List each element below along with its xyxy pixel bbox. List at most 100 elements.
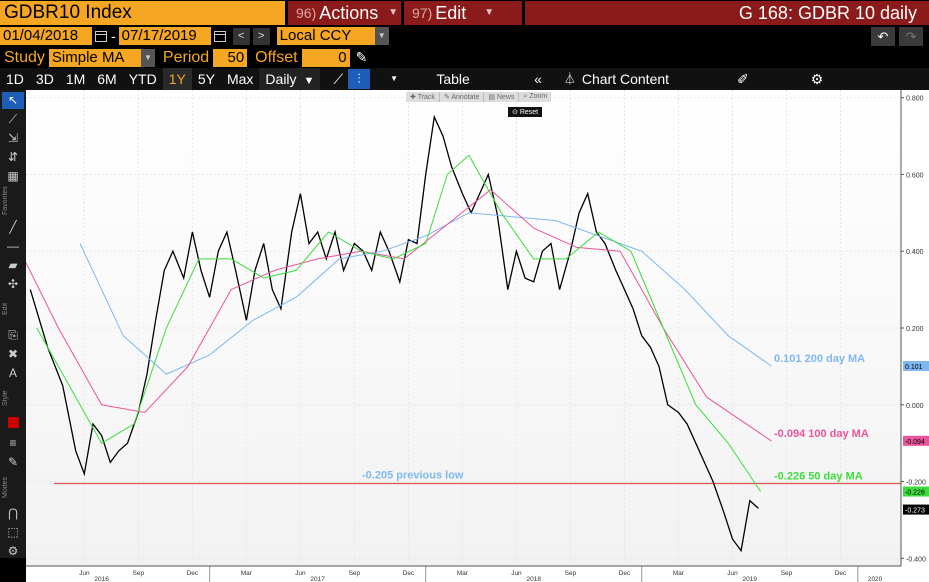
copy-icon[interactable]: ⎘	[8, 328, 18, 342]
ma50-price-tag: -0.226	[905, 490, 925, 497]
x-tick-label: Dec	[619, 570, 631, 577]
ma100-line	[25, 189, 772, 442]
news-icon: ▤	[488, 94, 497, 101]
annotate-button[interactable]: ✎ Annotate	[440, 92, 485, 102]
ma200-price-tag-box	[903, 361, 929, 372]
next-period-button[interactable]: >	[252, 27, 270, 45]
x-tick-label: Sep	[565, 570, 577, 577]
redo-icon[interactable]: ↷	[899, 26, 923, 46]
timeframe-1m[interactable]: 1M	[65, 71, 86, 87]
x-tick-label: Mar	[457, 570, 469, 577]
study-bar: Study Simple MA ▼ Period 50 Offset 0 ✎	[0, 47, 929, 68]
chart-buttons: ✚ Track ✎ Annotate ▤ News ⌕ Zoom	[406, 92, 552, 102]
actions-label: Actions	[319, 3, 379, 23]
ma50-line	[36, 154, 762, 492]
x-tick-label: Sep	[349, 570, 361, 577]
previous-low-annotation: -0.205 previous low	[362, 469, 464, 481]
year-label: 2019	[743, 576, 758, 582]
offset-input[interactable]: 0	[301, 48, 350, 67]
timeframe-6m[interactable]: 6M	[97, 71, 117, 87]
line-tool-icon[interactable]: ⟋	[8, 112, 18, 126]
ma200-price-tag: 0.101	[905, 364, 923, 371]
track-icon: ✚	[410, 94, 418, 101]
chevron-down-icon[interactable]: ▼	[374, 27, 389, 45]
favorites-label: Favorites	[2, 186, 9, 216]
previous-period-button[interactable]: <	[232, 27, 250, 45]
interval-select[interactable]: Daily ▼	[259, 68, 321, 90]
line-chart-icon[interactable]: ⟋	[333, 71, 344, 87]
pencil-icon[interactable]: ✎	[355, 49, 368, 65]
channel-tool-icon[interactable]: ⇵	[7, 150, 19, 164]
edit-side-label: Edit	[2, 302, 9, 316]
x-tick-label: Jun	[79, 570, 90, 577]
news-label: News	[496, 94, 515, 101]
calendar-icon[interactable]	[213, 30, 226, 42]
zoom-button[interactable]: ⌕ Zoom	[519, 92, 551, 102]
news-button[interactable]: ▤ News	[484, 92, 520, 102]
timeframe-1d[interactable]: 1D	[6, 71, 24, 87]
line-weight-icon[interactable]: ≡	[9, 436, 17, 450]
snap-icon[interactable]: ⬚	[7, 525, 19, 539]
year-label: 2018	[526, 576, 541, 582]
y-tick-label: -0.400	[906, 556, 926, 563]
undo-icon[interactable]: ↶	[871, 26, 895, 46]
timeframe-5y[interactable]: 5Y	[197, 71, 215, 87]
study-select[interactable]: Simple MA	[48, 48, 141, 67]
left-toolbar: ↖ ⟋ ⇲ ⇵ ▦ Favorites ╱ — ▰ ✣ Edit ⎘ ✖ A S…	[0, 90, 26, 558]
delete-icon[interactable]: ✖	[7, 347, 19, 361]
chevron-down-icon: ▼	[388, 7, 399, 18]
top-bar: GDBR10 Index 96) Actions ▼ 97) Edit ▼ G …	[0, 0, 929, 26]
node-tool-icon[interactable]: ✣	[7, 277, 19, 291]
chevron-down-icon[interactable]: ▼	[390, 74, 399, 83]
last-price-tag: -0.273	[905, 508, 925, 515]
ma100-price-tag-box	[903, 435, 929, 446]
table-button[interactable]: Table	[436, 71, 470, 87]
start-date-input[interactable]: 01/04/2018	[0, 27, 92, 45]
year-label: 2017	[310, 576, 325, 582]
currency-select[interactable]: Local CCY	[276, 27, 375, 45]
bar-chart-icon[interactable]: ⫶	[348, 69, 371, 89]
chart-content-button[interactable]: ⏃ Chart Content	[558, 68, 675, 90]
shape-tool-icon[interactable]: ▰	[8, 258, 18, 272]
reset-icon: ⊙	[512, 109, 520, 116]
magnet-icon[interactable]: ⋂	[8, 506, 18, 520]
ma100-annotation: -0.094 100 day MA	[774, 428, 869, 440]
horizontal-line-icon[interactable]: —	[7, 239, 19, 253]
pen-icon[interactable]: ✎	[7, 455, 19, 469]
calendar-icon[interactable]	[95, 30, 107, 42]
fib-tool-icon[interactable]: ⇲	[7, 131, 19, 145]
timeframe-max[interactable]: Max	[226, 71, 254, 87]
edit-number: 97)	[412, 5, 433, 21]
gear-icon[interactable]: ⚙	[810, 71, 824, 87]
period-input[interactable]: 50	[213, 48, 248, 67]
x-tick-label: Sep	[781, 570, 793, 577]
ticker-field[interactable]: GDBR10 Index	[0, 1, 285, 25]
reset-button[interactable]: ⊙ Reset	[508, 107, 543, 117]
settings-small-icon[interactable]: ⚙	[7, 544, 19, 558]
track-button[interactable]: ✚ Track	[406, 92, 440, 102]
chart-svg: 0.101 200 day MA -0.094 100 day MA -0.226 …	[25, 90, 929, 582]
cursor-icon[interactable]: ↖	[2, 92, 24, 109]
x-tick-label: Sep	[133, 570, 145, 577]
collapse-icon[interactable]: «	[534, 71, 542, 87]
draw-icon[interactable]: ✐	[737, 71, 749, 87]
gann-tool-icon[interactable]: ▦	[7, 169, 19, 183]
timeframe-3d[interactable]: 3D	[35, 71, 54, 87]
ma200-annotation: 0.101 200 day MA	[774, 353, 865, 365]
offset-label: Offset	[255, 48, 298, 66]
actions-menu[interactable]: 96) Actions ▼	[288, 1, 401, 25]
color-swatch-icon[interactable]	[2, 416, 24, 433]
x-tick-label: Jun	[511, 570, 522, 577]
text-tool-icon[interactable]: A	[8, 366, 17, 380]
end-date-input[interactable]: 07/17/2019	[118, 27, 211, 45]
chevron-down-icon[interactable]: ▼	[140, 48, 155, 67]
y-tick-label: 0.000	[906, 403, 924, 410]
timeframe-1y[interactable]: 1Y	[162, 68, 192, 90]
chart-content-label: Chart Content	[581, 71, 670, 87]
chevron-down-icon: ▼	[303, 75, 315, 87]
chart-area[interactable]: 0.101 200 day MA -0.094 100 day MA -0.226 …	[25, 90, 929, 582]
edit-menu[interactable]: 97) Edit ▼	[404, 1, 522, 25]
period-label: Period	[162, 48, 210, 66]
brush-icon[interactable]: ╱	[9, 220, 17, 234]
timeframe-ytd[interactable]: YTD	[128, 71, 157, 87]
